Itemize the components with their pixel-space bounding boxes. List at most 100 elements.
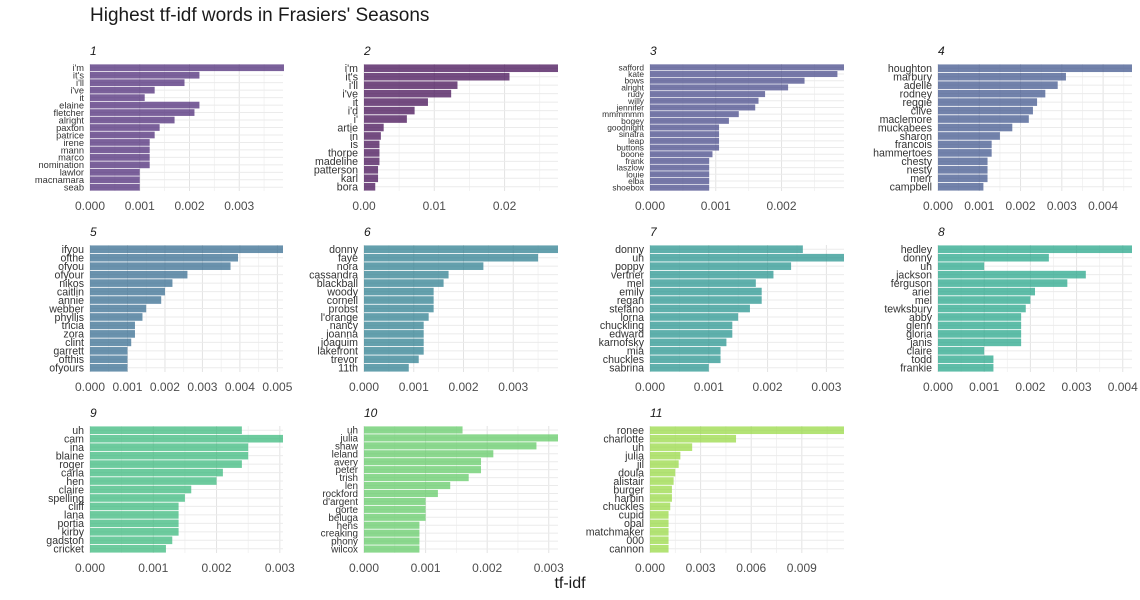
category-label: cam	[64, 434, 84, 446]
category-label: artie	[337, 122, 358, 134]
category-label: karnofsky	[599, 337, 645, 349]
bar	[364, 321, 424, 330]
bar	[650, 477, 674, 485]
category-label: gloria	[906, 329, 932, 341]
bar	[938, 313, 1022, 321]
bar	[90, 287, 165, 296]
bar	[650, 313, 739, 321]
facet-label: 3	[650, 44, 657, 58]
facet-panel: 11 roneecharlotteuhjuliajildoulaalistairb…	[586, 406, 844, 575]
bar	[938, 72, 1066, 81]
facet-label: 11	[650, 406, 662, 420]
bar	[938, 347, 985, 355]
bar	[650, 468, 676, 477]
x-tick-label: 0.001	[701, 199, 731, 213]
bar	[650, 287, 762, 296]
bar	[650, 131, 720, 138]
category-label: patrice	[56, 130, 84, 140]
category-label: laszlow	[617, 163, 645, 173]
category-label: garrett	[53, 346, 84, 358]
facet-panel: 7 donnyuhpoppyvertnermelemilyreganstefano…	[599, 225, 844, 394]
category-label: glenn	[906, 320, 932, 332]
x-tick-label: 0.003	[811, 380, 841, 394]
x-tick-label: 0.000	[923, 380, 953, 394]
category-label: tricia	[62, 320, 84, 332]
category-label: clint	[65, 337, 84, 349]
category-label: mann	[61, 145, 84, 155]
category-label: adelle	[904, 80, 932, 92]
category-label: safford	[619, 62, 645, 72]
category-label: paxton	[56, 123, 84, 133]
bar	[364, 106, 415, 115]
category-label: doula	[618, 467, 644, 479]
bar	[938, 253, 1049, 262]
category-label: mel	[915, 295, 932, 307]
bar	[938, 81, 1058, 89]
bar	[364, 426, 463, 434]
bar	[364, 330, 424, 338]
bar	[650, 177, 710, 184]
category-label: shoebox	[612, 183, 644, 193]
category-label: jackson	[895, 269, 932, 281]
bar	[650, 296, 762, 304]
bar	[364, 296, 434, 304]
bar	[650, 451, 681, 460]
bar	[364, 313, 429, 321]
category-label: madeline	[315, 156, 358, 168]
x-tick-label: 0.02	[493, 199, 517, 213]
category-label: poppy	[615, 261, 645, 273]
category-label: i'm	[345, 63, 358, 75]
bar	[650, 443, 693, 451]
category-label: cricket	[53, 544, 84, 556]
chart-title: Highest tf-idf words in Frasiers' Season…	[90, 5, 430, 26]
category-label: hens	[337, 521, 358, 532]
category-label: i'll	[349, 80, 358, 92]
facet-panel: 9 uhcaminablainerogercarlahenclairespelli…	[46, 406, 295, 575]
bar	[90, 161, 150, 169]
bar	[650, 104, 756, 111]
category-label: nomination	[39, 160, 84, 170]
category-label: blaine	[56, 450, 84, 462]
category-label: alright	[621, 82, 644, 92]
x-tick-label: 0.003	[686, 561, 716, 575]
category-label: macnamara	[35, 175, 85, 185]
bar	[650, 502, 671, 511]
category-label: beluga	[328, 513, 358, 524]
category-label: cupid	[619, 510, 644, 522]
x-tick-label: 0.00	[352, 199, 376, 213]
category-label: leap	[628, 136, 644, 146]
bar	[938, 166, 988, 174]
category-label: i'd	[348, 105, 358, 117]
bar	[650, 338, 727, 347]
x-tick-label: 0.001	[138, 561, 168, 575]
category-label: phyllis	[55, 312, 84, 324]
bar	[650, 111, 739, 118]
x-tick-label: 0.002	[150, 380, 180, 394]
category-label: fletcher	[54, 108, 85, 118]
category-label: i've	[70, 86, 84, 96]
bar	[90, 154, 150, 161]
category-label: shaw	[335, 441, 359, 452]
bar	[650, 84, 789, 91]
x-tick-label: 0.002	[1006, 199, 1036, 213]
category-label: nora	[337, 261, 358, 273]
bar	[938, 338, 1022, 347]
category-label: merr	[910, 173, 932, 185]
bar	[90, 519, 179, 528]
facet-label: 9	[90, 406, 97, 420]
bar	[650, 164, 710, 171]
bar	[938, 182, 984, 191]
category-label: boone	[621, 149, 645, 159]
bar	[650, 184, 710, 191]
bar	[364, 489, 438, 498]
bar	[90, 477, 217, 485]
bar	[90, 511, 179, 519]
bar	[938, 123, 1013, 132]
category-label: lana	[64, 510, 84, 522]
bar	[938, 355, 994, 364]
category-label: clive	[911, 105, 932, 117]
bar	[938, 149, 992, 157]
bar	[90, 451, 249, 460]
bar	[90, 321, 135, 330]
category-label: matchmaker	[586, 527, 645, 539]
